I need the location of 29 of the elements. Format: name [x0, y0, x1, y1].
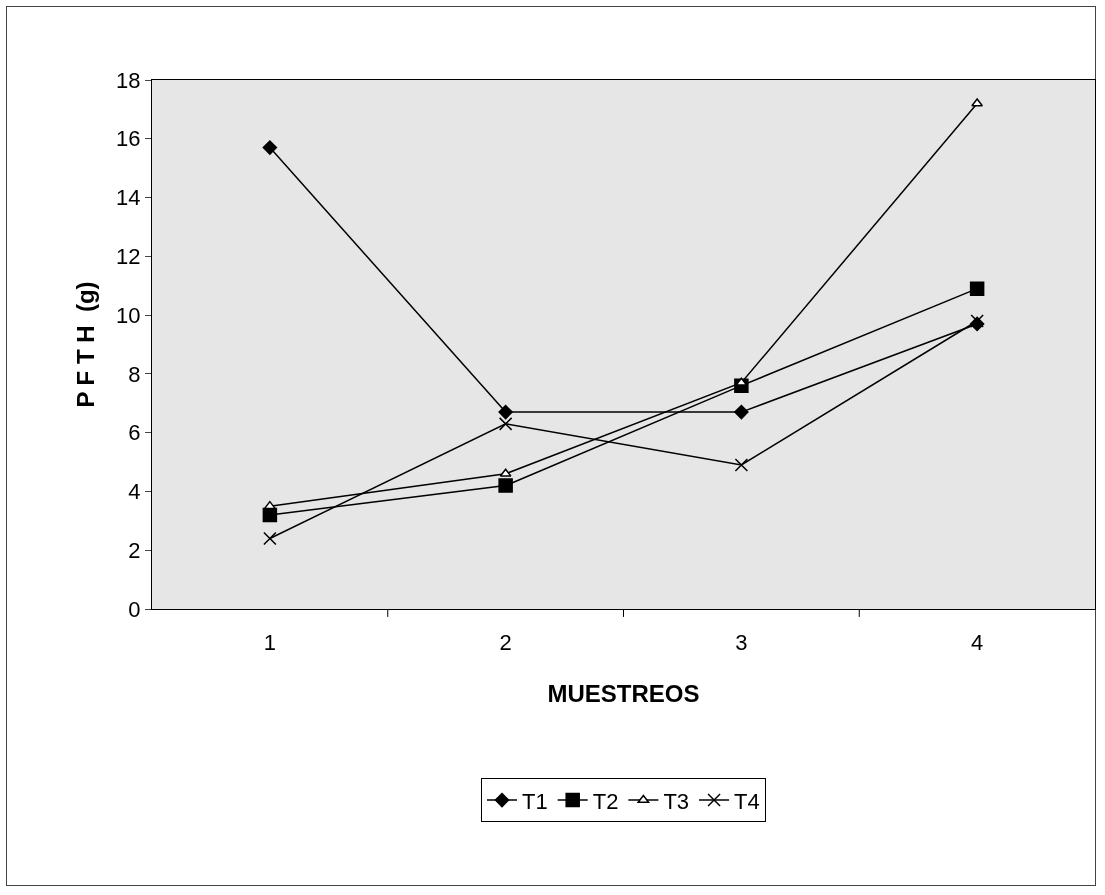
point: [498, 404, 513, 420]
x-tick-label: 2: [499, 630, 512, 656]
y-axis-title: P F T H (g): [72, 281, 100, 408]
x-tick-label: 3: [735, 630, 748, 656]
legend-label: T4: [734, 788, 760, 814]
y-tick-label: 4: [128, 479, 141, 505]
y-tick-label: 0: [128, 596, 141, 622]
point: [969, 281, 985, 296]
x-tick-label: 1: [263, 630, 277, 656]
y-tick-label: 8: [128, 361, 141, 387]
y-tick-label: 2: [128, 537, 141, 563]
y-tick-label: 18: [116, 67, 141, 93]
legend-label: T1: [522, 788, 548, 814]
legend-label: T2: [592, 788, 619, 814]
y-tick-label: 12: [116, 244, 141, 270]
point: [734, 458, 749, 472]
point: [498, 417, 513, 431]
y-tick-label: 14: [116, 185, 141, 211]
point: [970, 314, 984, 328]
x-axis-title: MUESTREOS: [547, 679, 700, 707]
point: [263, 531, 277, 546]
point: [498, 478, 513, 493]
y-tick-label: 6: [128, 420, 141, 446]
legend-label: T3: [663, 788, 690, 814]
point: [262, 140, 278, 155]
point: [734, 404, 749, 420]
x-tick-label: 4: [971, 630, 984, 656]
y-tick-label: 10: [116, 302, 141, 328]
y-tick-label: 16: [116, 126, 141, 152]
